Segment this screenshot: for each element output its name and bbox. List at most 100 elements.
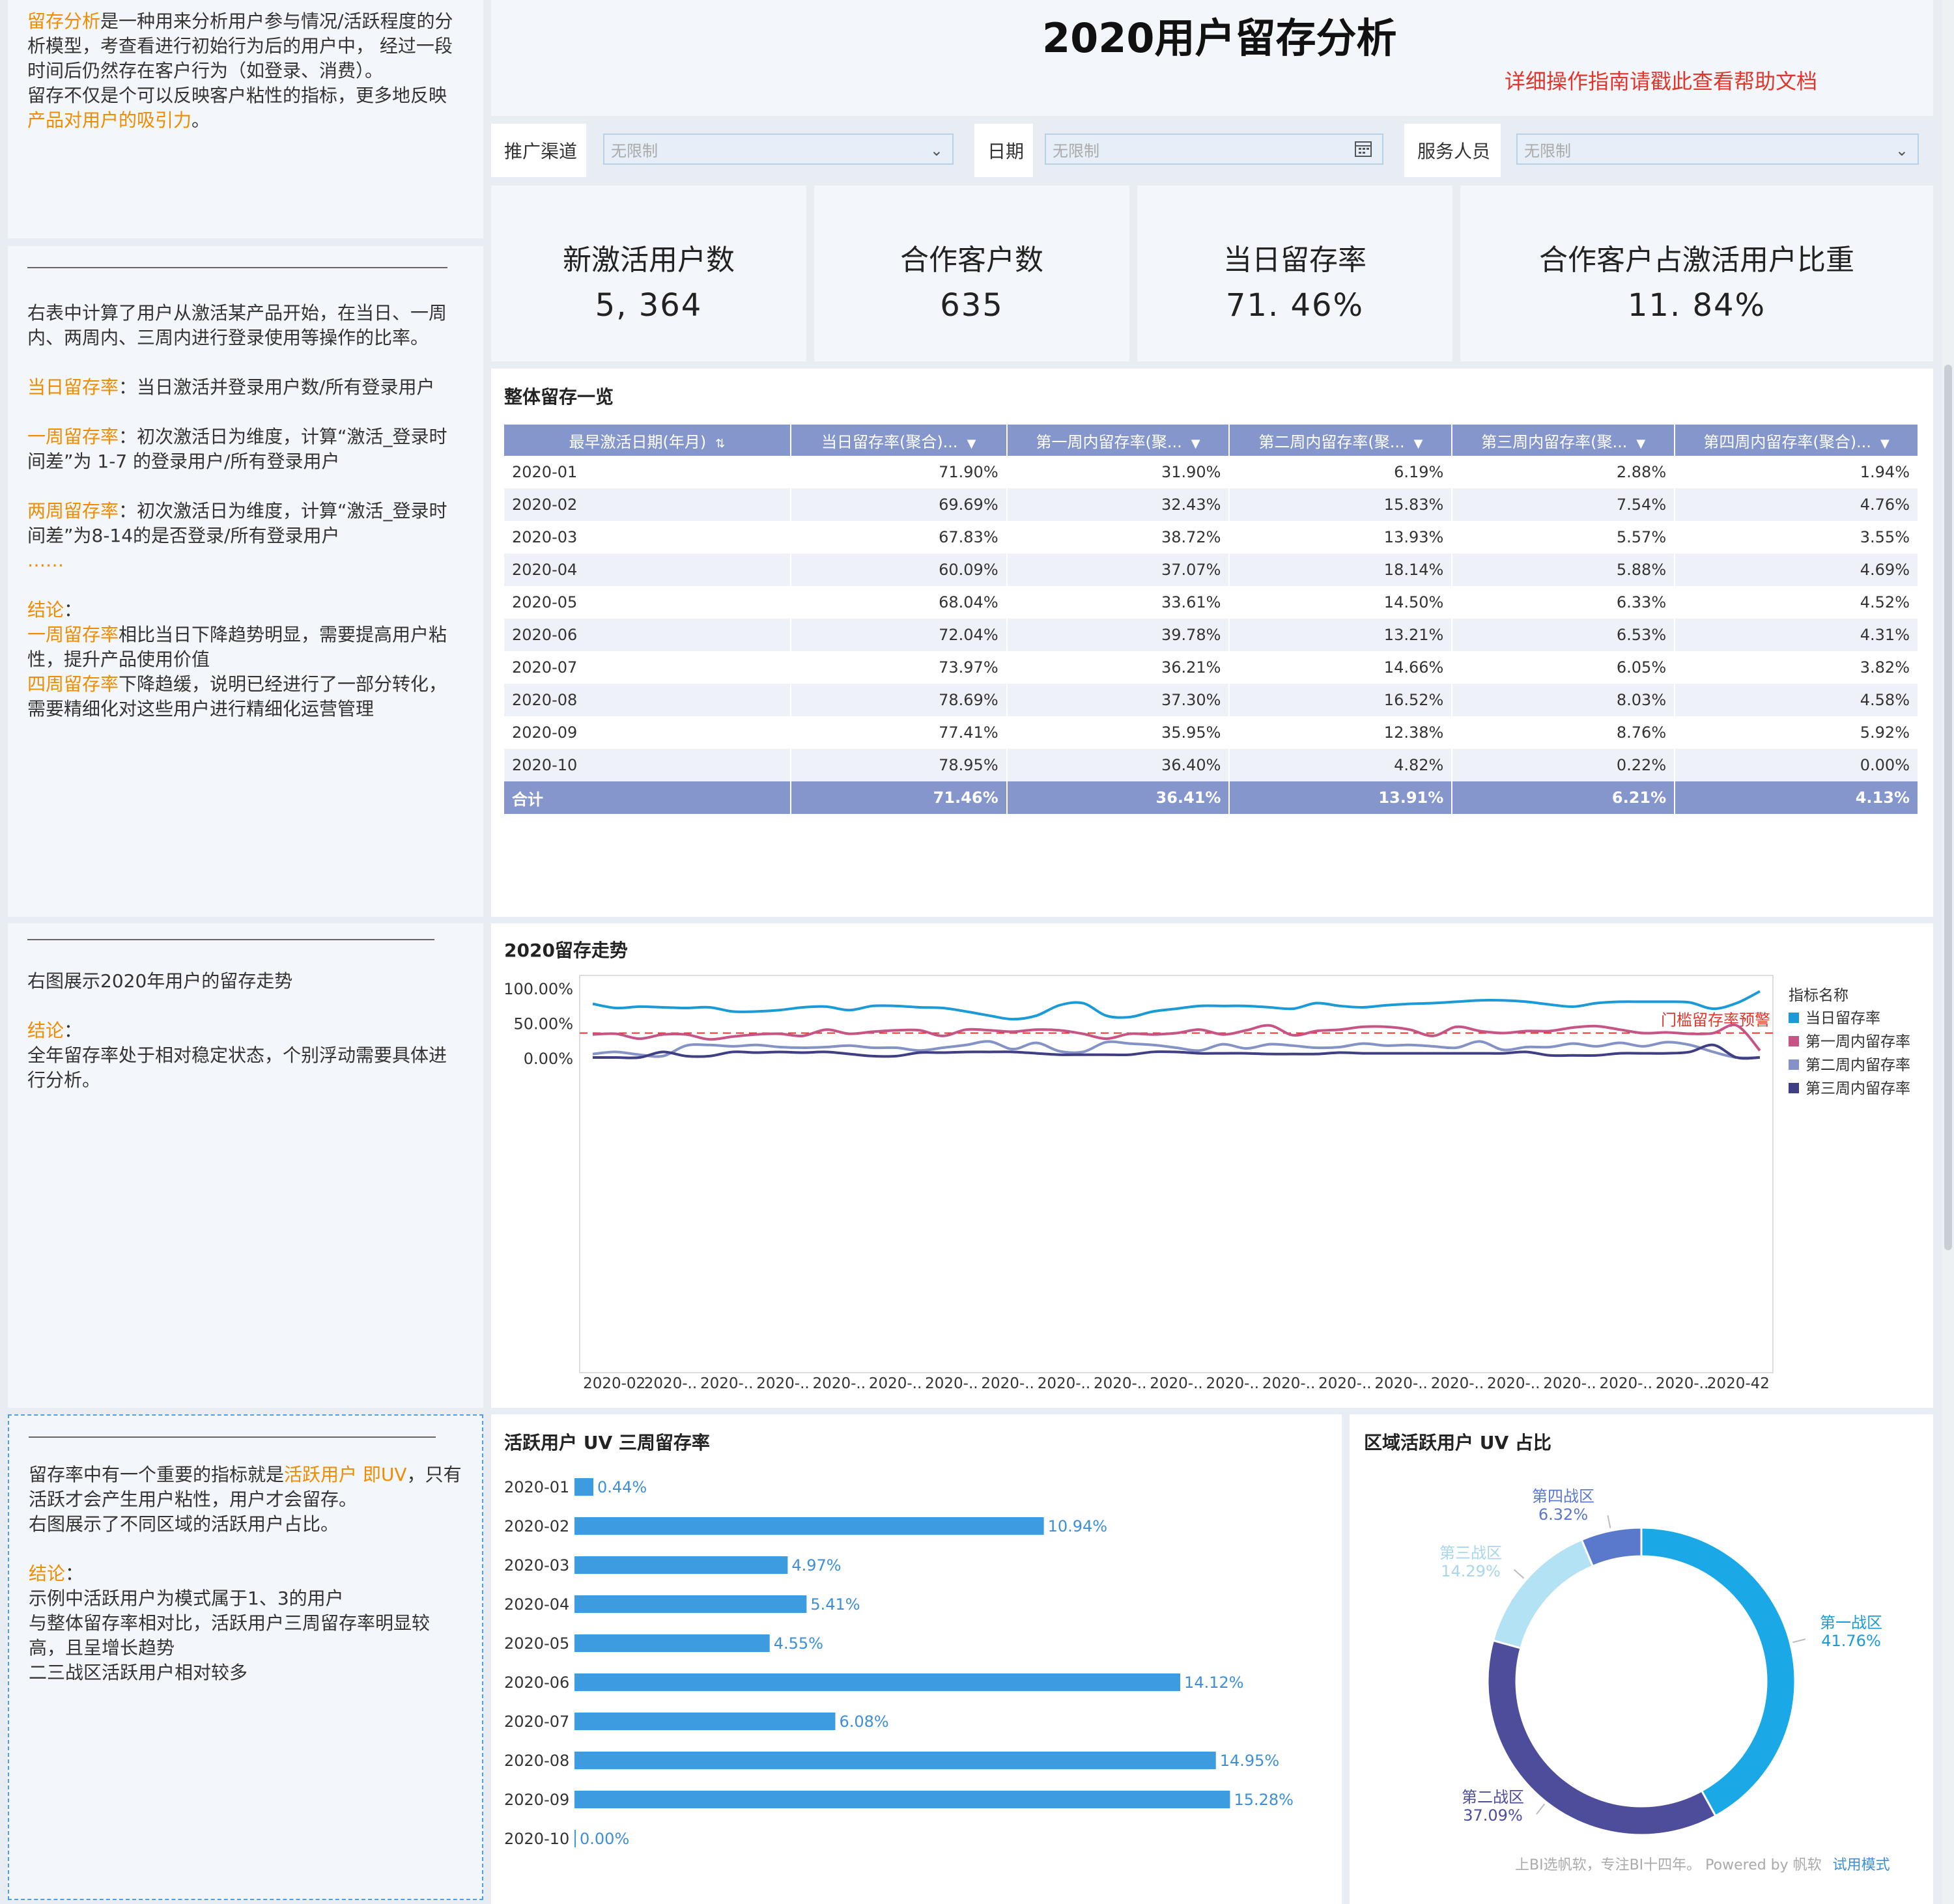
table-cell: 5.57%: [1452, 521, 1676, 553]
bar[interactable]: [574, 1713, 836, 1730]
help-link[interactable]: 详细操作指南请戳此查看帮助文档: [1505, 69, 1818, 94]
donut-slice-name: 第三战区: [1439, 1544, 1502, 1562]
kpi-value: 11. 84%: [1627, 287, 1766, 324]
bar[interactable]: [574, 1595, 807, 1613]
dropdown-icon[interactable]: ▼: [967, 436, 976, 451]
series-line-3[interactable]: [593, 1043, 1761, 1060]
table-row[interactable]: 2020-10 78.95% 36.40% 4.82% 0.22% 0.00%: [504, 749, 1919, 781]
series-line-1[interactable]: [592, 1023, 1761, 1052]
x-tick-label: 2020-..: [1206, 1375, 1259, 1392]
table-row[interactable]: 2020-01 71.90% 31.90% 6.19% 2.88% 1.94%: [504, 456, 1919, 488]
x-tick-label: 2020-..: [1374, 1375, 1427, 1392]
donut-leader-line: [1607, 1515, 1611, 1528]
donut-slice[interactable]: [1580, 1526, 1643, 1568]
legend-item[interactable]: 当日留存率: [1805, 1010, 1880, 1027]
kpi-title: 当日留存率: [1223, 244, 1366, 277]
channel-filter-select[interactable]: 无限制 ⌄: [603, 133, 954, 165]
highlight-term: 结论: [29, 1563, 66, 1584]
divider: [27, 267, 447, 268]
chevron-down-icon: ⌄: [1895, 141, 1908, 160]
table-row[interactable]: 2020-04 60.09% 37.07% 18.14% 5.88% 4.69%: [504, 553, 1919, 586]
kpi-card-new-users: 新激活用户数 5, 364: [491, 186, 806, 361]
bar[interactable]: [574, 1634, 770, 1652]
bar-category-label: 2020-06: [504, 1673, 569, 1692]
column-header[interactable]: 第四周内留存率(聚合)... ▼: [1675, 425, 1919, 456]
legend-item[interactable]: 第二周内留存率: [1805, 1057, 1910, 1074]
table-row[interactable]: 2020-03 67.83% 38.72% 13.93% 5.57% 3.55%: [504, 521, 1919, 553]
note-paragraph: [27, 573, 464, 598]
kpi-card-partner-ratio: 合作客户占激活用户比重 11. 84%: [1460, 186, 1933, 361]
column-header[interactable]: 第一周内留存率(聚... ▼: [1006, 425, 1230, 456]
x-tick-label: 2020-..: [1262, 1375, 1315, 1392]
column-header[interactable]: 第二周内留存率(聚... ▼: [1229, 425, 1453, 456]
table-cell: 4.69%: [1675, 553, 1919, 586]
x-tick-label: 2020-..: [756, 1375, 809, 1392]
kpi-title: 合作客户数: [900, 244, 1043, 277]
series-line-0[interactable]: [592, 990, 1761, 1021]
table-cell: 77.41%: [790, 716, 1008, 749]
note-text: 。: [191, 109, 210, 131]
dropdown-icon[interactable]: ▼: [1413, 436, 1423, 451]
bar[interactable]: [574, 1517, 1044, 1535]
table-row[interactable]: 2020-09 77.41% 35.95% 12.38% 8.76% 5.92%: [504, 716, 1919, 749]
staff-filter-value: 无限制: [1524, 141, 1571, 160]
donut-slice[interactable]: [1640, 1526, 1796, 1817]
date-filter-input[interactable]: 无限制: [1045, 133, 1383, 165]
page-title: 2020用户留存分析: [1042, 14, 1397, 62]
highlight-term: 一周留存率: [27, 624, 119, 645]
table-cell: 36.21%: [1006, 651, 1230, 684]
trial-mode-link[interactable]: 试用模式: [1832, 1857, 1890, 1873]
note-paragraph: 两周留存率：初次激活日为维度，计算“激活_登录时间差”为8-14的是否登录/所有…: [27, 499, 464, 548]
note-text: 是一种用来分析用户参与情况/活跃程度的分析模型，考查看进行初始行为后的用户中， …: [27, 10, 453, 81]
table-cell: 6.33%: [1452, 586, 1676, 619]
legend-item[interactable]: 第一周内留存率: [1805, 1033, 1910, 1050]
column-header[interactable]: 第三周内留存率(聚... ▼: [1452, 425, 1676, 456]
table-total-cell: 36.41%: [1006, 781, 1230, 814]
highlight-term: 一周留存率: [27, 426, 119, 447]
calendar-icon[interactable]: [1353, 139, 1373, 162]
table-total-cell: 4.13%: [1675, 781, 1919, 814]
dropdown-icon[interactable]: ▼: [1191, 436, 1200, 451]
table-row[interactable]: 2020-07 73.97% 36.21% 14.66% 6.05% 3.82%: [504, 651, 1919, 684]
bar[interactable]: [574, 1830, 576, 1847]
table-cell: 2020-07: [504, 651, 791, 684]
table-cell: 39.78%: [1006, 619, 1230, 651]
note-paragraph: [29, 1537, 462, 1561]
kpi-value: 635: [940, 287, 1004, 324]
bar[interactable]: [574, 1791, 1230, 1808]
table-row[interactable]: 2020-05 68.04% 33.61% 14.50% 6.33% 4.52%: [504, 586, 1919, 619]
donut-slice[interactable]: [1492, 1538, 1594, 1649]
channel-filter-value: 无限制: [611, 141, 658, 160]
bar-value-label: 4.97%: [791, 1556, 841, 1575]
date-filter-value: 无限制: [1053, 141, 1099, 160]
bar[interactable]: [574, 1673, 1181, 1691]
bar[interactable]: [574, 1478, 593, 1496]
scrollbar-thumb[interactable]: [1944, 365, 1952, 1250]
table-total-cell: 71.46%: [790, 781, 1008, 814]
dropdown-icon[interactable]: ▼: [1880, 436, 1890, 451]
scrollbar[interactable]: [1942, 0, 1954, 1904]
note-text: 右图展示了不同区域的活跃用户占比。: [29, 1513, 339, 1535]
bar[interactable]: [574, 1556, 788, 1574]
table-cell: 0.00%: [1675, 749, 1919, 781]
sort-icon[interactable]: ⇅: [715, 436, 726, 451]
highlight-term: ……: [27, 550, 64, 571]
table-row[interactable]: 2020-06 72.04% 39.78% 13.21% 6.53% 4.31%: [504, 619, 1919, 651]
table-cell: 1.94%: [1675, 456, 1919, 488]
column-header[interactable]: 当日留存率(聚合)... ▼: [790, 425, 1008, 456]
column-header[interactable]: 最早激活日期(年月) ⇅: [504, 425, 791, 456]
donut-slice[interactable]: [1486, 1639, 1717, 1836]
staff-filter-select[interactable]: 无限制 ⌄: [1516, 133, 1919, 165]
x-tick-label: 2020-..: [981, 1375, 1034, 1392]
bar[interactable]: [574, 1752, 1216, 1769]
table-row[interactable]: 2020-02 69.69% 32.43% 15.83% 7.54% 4.76%: [504, 488, 1919, 521]
highlight-term: 活跃用户 即UV: [284, 1464, 407, 1485]
bar-value-label: 15.28%: [1234, 1791, 1294, 1809]
series-line-2[interactable]: [592, 1040, 1761, 1059]
table-row[interactable]: 2020-08 78.69% 37.30% 16.52% 8.03% 4.58%: [504, 684, 1919, 716]
donut-leader-line: [1792, 1638, 1806, 1644]
trend-chart-title: 2020留存走势: [504, 940, 628, 961]
dropdown-icon[interactable]: ▼: [1636, 436, 1646, 451]
legend-item[interactable]: 第三周内留存率: [1805, 1080, 1910, 1097]
